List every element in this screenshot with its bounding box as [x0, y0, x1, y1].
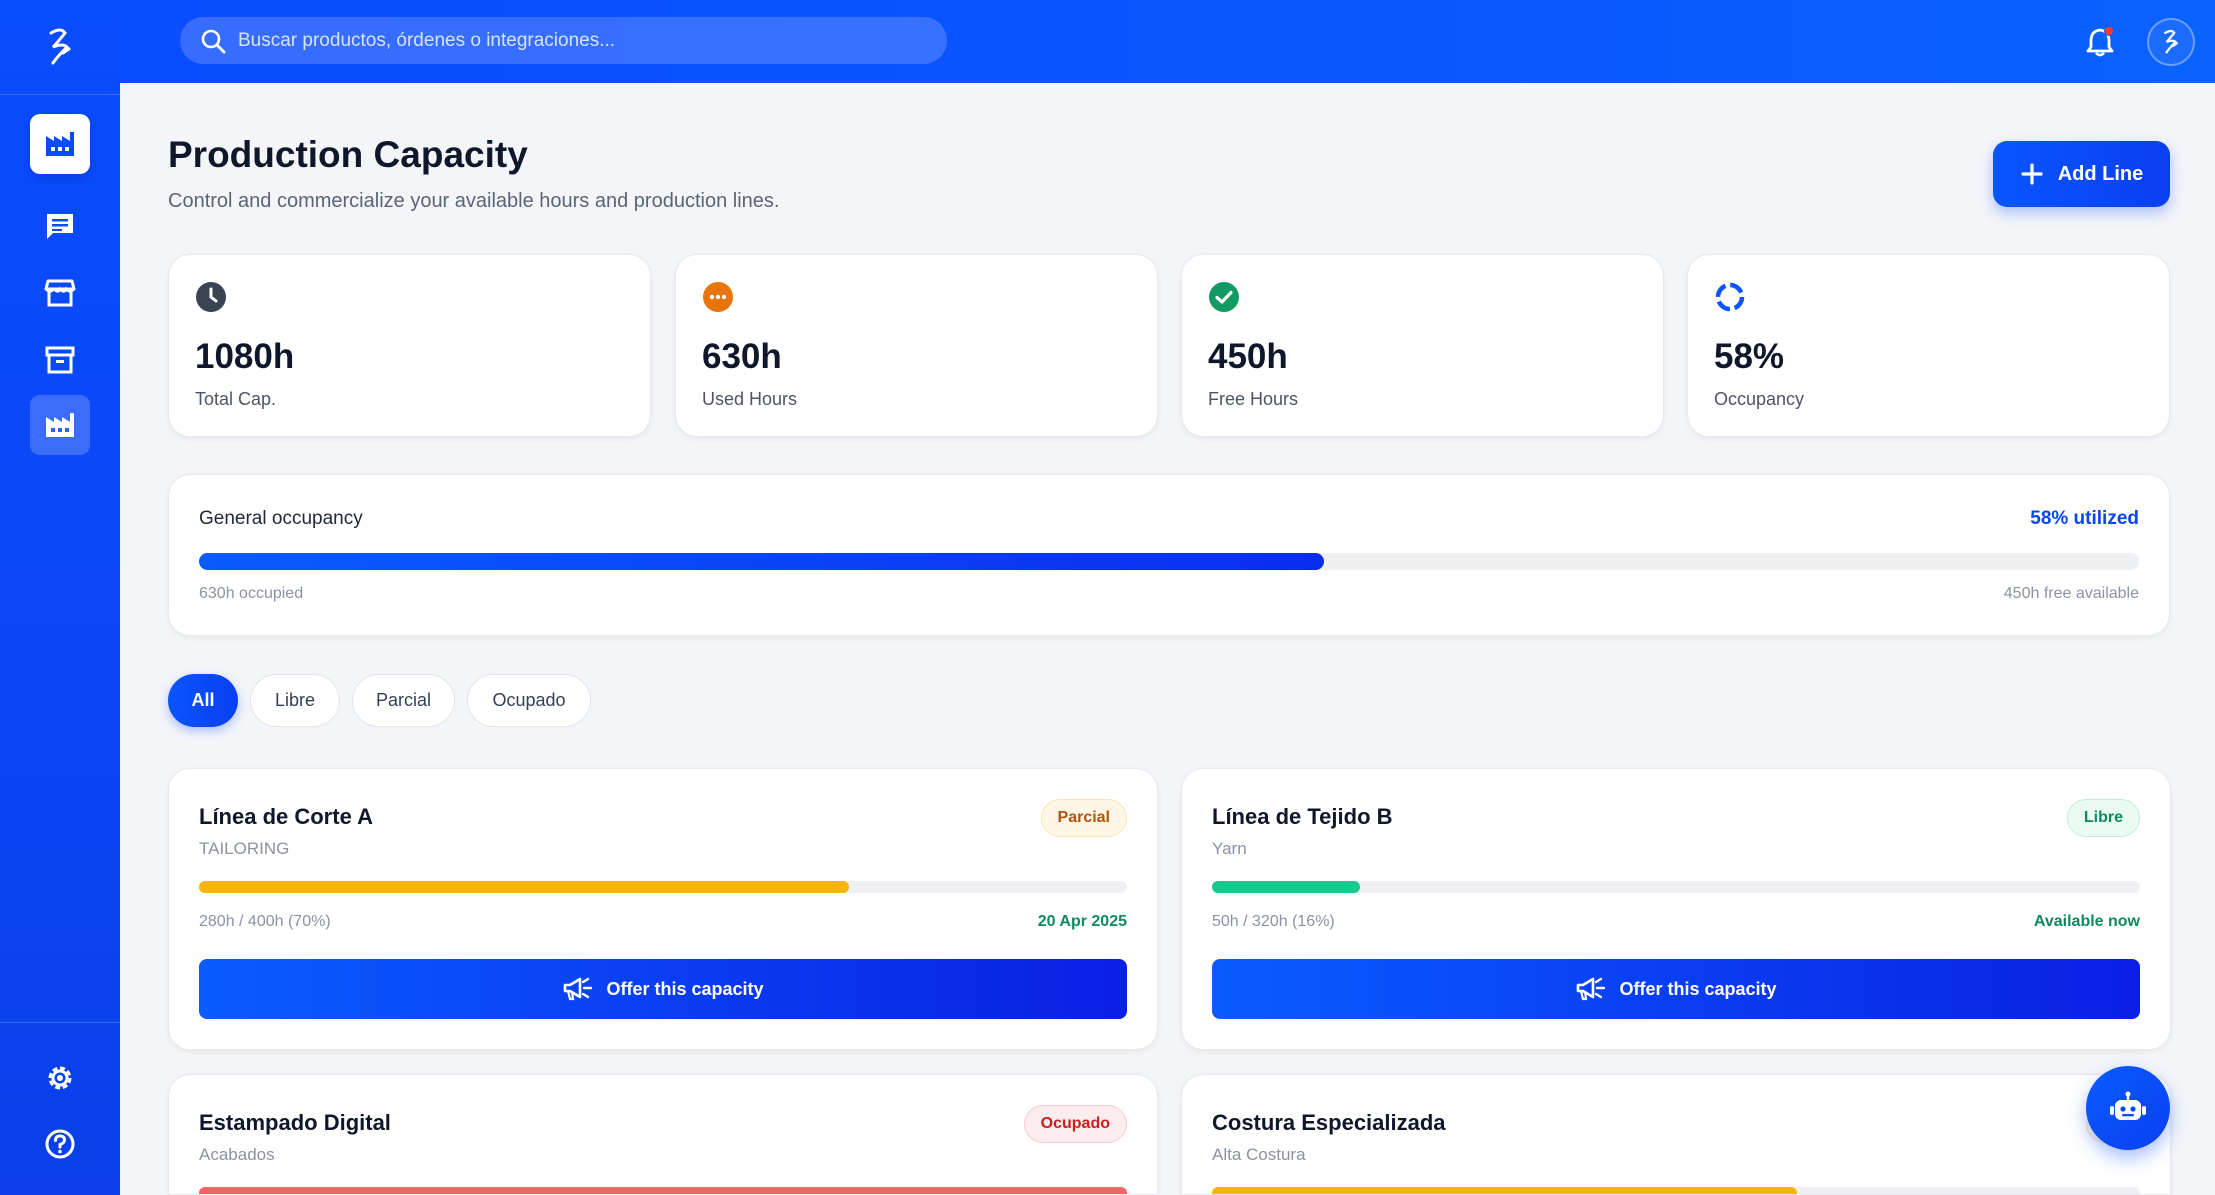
page-subtitle: Control and commercialize your available… — [168, 190, 780, 212]
topbar — [120, 0, 2215, 83]
clock-icon — [195, 281, 227, 313]
more-dots-icon — [702, 281, 734, 313]
nav-archive[interactable] — [30, 330, 90, 390]
line-availability: 20 Apr 2025 — [1037, 913, 1127, 930]
line-progress-fill — [199, 881, 849, 893]
stat-value: 630h — [702, 337, 782, 376]
check-circle-icon — [1208, 281, 1240, 313]
filter-parcial[interactable]: Parcial — [352, 674, 455, 727]
ring-progress-icon — [1714, 281, 1746, 313]
line-card: Línea de Corte A TAILORING Parcial 280h … — [168, 768, 1158, 1050]
stat-card-free: 450h Free Hours — [1181, 254, 1664, 437]
megaphone-icon — [564, 977, 593, 1001]
stat-label: Free Hours — [1208, 389, 1299, 409]
occupancy-free: 450h free available — [2003, 585, 2139, 602]
line-progress-track — [1212, 881, 2140, 893]
status-badge: Libre — [2066, 799, 2140, 837]
archive-icon — [45, 346, 75, 374]
stat-card-total: 1080h Total Cap. — [168, 254, 651, 437]
nav-factory-active[interactable] — [30, 114, 90, 174]
occupancy-progress-track — [199, 553, 2139, 570]
line-progress-track — [1212, 1187, 2140, 1194]
line-hours: 50h / 320h (16%) — [1212, 913, 1335, 930]
line-progress-track — [199, 881, 1127, 893]
add-line-button[interactable]: Add Line — [1993, 141, 2170, 207]
nav-factory[interactable] — [30, 395, 90, 455]
megaphone-icon — [1577, 977, 1606, 1001]
line-category: Acabados — [199, 1145, 275, 1164]
stat-value: 58% — [1714, 337, 1785, 376]
nav-help[interactable] — [30, 1114, 90, 1174]
line-category: Yarn — [1212, 839, 1247, 858]
search-icon — [201, 29, 226, 53]
occupancy-progress-fill — [199, 553, 1325, 570]
stat-value: 450h — [1208, 337, 1288, 376]
logo-icon — [49, 28, 71, 65]
filter-libre[interactable]: Libre — [250, 674, 340, 727]
line-category: Alta Costura — [1212, 1145, 1306, 1164]
plus-icon — [2021, 163, 2043, 185]
line-availability: Available now — [2033, 913, 2140, 930]
offer-capacity-button[interactable]: Offer this capacity — [199, 959, 1127, 1019]
page-title: Production Capacity — [168, 134, 528, 175]
line-card: Estampado Digital Acabados Ocupado — [168, 1074, 1158, 1195]
stat-label: Total Cap. — [195, 389, 277, 409]
occupancy-title: General occupancy — [199, 508, 363, 529]
offer-capacity-button[interactable]: Offer this capacity — [1212, 959, 2140, 1019]
line-progress-fill — [199, 1187, 1127, 1194]
line-card: Línea de Tejido B Yarn Libre 50h / 320h … — [1181, 768, 2171, 1050]
stat-card-occupancy: 58% Occupancy — [1687, 254, 2170, 437]
sidebar — [0, 0, 120, 1195]
line-progress-fill — [1212, 1187, 1797, 1194]
stat-label: Used Hours — [702, 389, 798, 409]
line-progress-track — [199, 1187, 1127, 1194]
robot-icon — [2110, 1091, 2146, 1120]
nav-settings[interactable] — [30, 1048, 90, 1108]
line-name: Costura Especializada — [1212, 1110, 1446, 1135]
stat-value: 1080h — [195, 337, 295, 376]
nav-messages[interactable] — [30, 196, 90, 256]
filter-all[interactable]: All — [168, 674, 238, 727]
line-progress-fill — [1212, 881, 1361, 893]
logo-icon — [2164, 29, 2178, 54]
gear-icon — [48, 1066, 72, 1090]
line-hours: 280h / 400h (70%) — [199, 913, 331, 930]
store-icon — [44, 279, 76, 307]
line-category: TAILORING — [199, 839, 290, 858]
status-badge: Parcial — [1040, 799, 1127, 837]
search-bar[interactable] — [180, 17, 947, 64]
line-name: Línea de Tejido B — [1212, 804, 1393, 829]
line-name: Estampado Digital — [199, 1110, 391, 1135]
status-badge: Ocupado — [1023, 1105, 1127, 1143]
help-icon — [45, 1129, 75, 1159]
sidebar-divider — [0, 1022, 120, 1023]
filter-ocupado[interactable]: Ocupado — [467, 674, 591, 727]
general-occupancy-card: General occupancy 58% utilized 630h occu… — [168, 474, 2170, 636]
factory-icon — [46, 132, 74, 156]
user-avatar[interactable] — [2147, 18, 2195, 66]
chat-icon — [47, 214, 73, 239]
offer-label: Offer this capacity — [1619, 978, 1777, 999]
search-input[interactable] — [238, 29, 918, 52]
add-line-label: Add Line — [2057, 162, 2144, 185]
occupancy-occupied: 630h occupied — [199, 585, 304, 602]
occupancy-utilized: 58% utilized — [2030, 508, 2139, 529]
offer-label: Offer this capacity — [606, 978, 764, 999]
stat-label: Occupancy — [1714, 389, 1805, 409]
assistant-bot-button[interactable] — [2086, 1066, 2170, 1150]
nav-store[interactable] — [30, 263, 90, 323]
factory-icon — [46, 413, 74, 437]
stat-card-used: 630h Used Hours — [675, 254, 1158, 437]
notifications-button[interactable] — [2080, 22, 2120, 62]
notification-dot — [2104, 26, 2114, 36]
line-card: Costura Especializada Alta Costura Pa — [1181, 1074, 2171, 1195]
brand-logo[interactable] — [0, 0, 120, 95]
line-name: Línea de Corte A — [199, 804, 373, 829]
